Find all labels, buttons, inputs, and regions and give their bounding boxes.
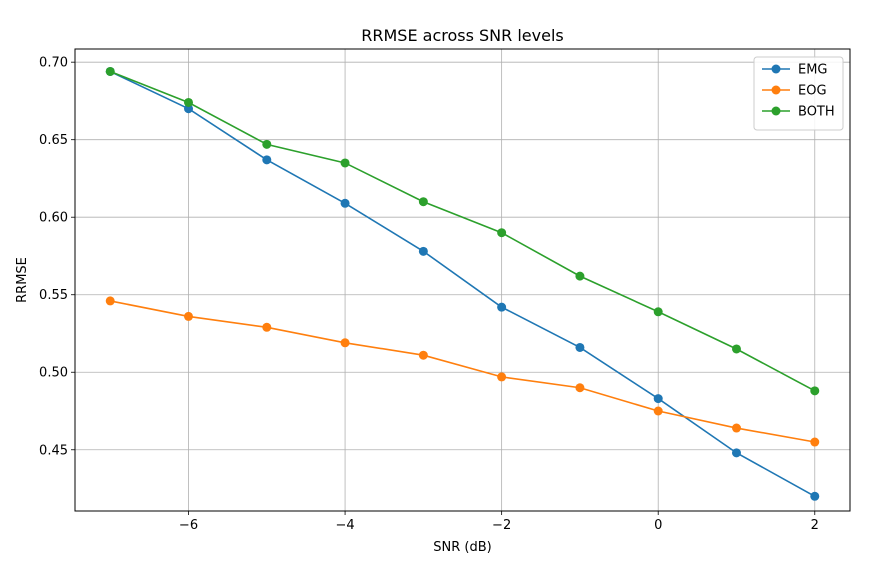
legend-label: BOTH bbox=[798, 105, 835, 120]
data-point-emg bbox=[731, 448, 741, 458]
x-axis-label: SNR (dB) bbox=[433, 540, 491, 555]
ticks: −6 −4 −2 0 2 0.45 0.50 0.55 0.60 0.65 0.70 bbox=[39, 56, 819, 533]
data-point-eog bbox=[575, 383, 585, 393]
data-point-eog bbox=[262, 322, 272, 332]
data-point-emg bbox=[184, 104, 194, 114]
plot-frame bbox=[74, 48, 851, 512]
data-point-both bbox=[575, 271, 585, 281]
grid bbox=[75, 49, 850, 511]
y-tick-label: 0.65 bbox=[39, 133, 68, 148]
data-point-both bbox=[810, 386, 820, 396]
y-tick-label: 0.60 bbox=[39, 211, 68, 226]
data-point-both bbox=[262, 139, 272, 149]
series-both bbox=[105, 66, 820, 396]
series-layer bbox=[105, 66, 820, 501]
series-line-eog bbox=[110, 300, 815, 443]
data-point-eog bbox=[340, 338, 350, 348]
data-point-emg bbox=[262, 155, 272, 165]
x-tick-label: −4 bbox=[335, 518, 354, 533]
data-point-eog bbox=[731, 423, 741, 433]
data-point-emg bbox=[575, 342, 585, 352]
x-tick-label: 0 bbox=[654, 518, 662, 533]
data-point-eog bbox=[653, 406, 663, 416]
series-line-both bbox=[109, 70, 816, 392]
series-emg bbox=[105, 66, 820, 501]
data-point-emg bbox=[340, 198, 350, 208]
data-point-both bbox=[653, 307, 663, 317]
data-point-eog bbox=[497, 372, 507, 382]
data-point-both bbox=[105, 66, 115, 76]
data-point-eog bbox=[184, 311, 194, 321]
legend-label: EMG bbox=[798, 63, 828, 78]
data-point-eog bbox=[418, 350, 428, 360]
legend-swatch-marker bbox=[771, 85, 781, 95]
y-axis-label: RRMSE bbox=[15, 257, 30, 303]
data-point-both bbox=[731, 344, 741, 354]
y-tick-label: 0.45 bbox=[39, 443, 68, 458]
data-point-emg bbox=[810, 491, 820, 501]
legend: EMG EOG BOTH bbox=[753, 56, 844, 131]
data-point-eog bbox=[810, 437, 820, 447]
data-point-both bbox=[340, 158, 350, 168]
chart-title: RRMSE across SNR levels bbox=[361, 26, 563, 45]
data-point-both bbox=[418, 197, 428, 207]
series-eog bbox=[105, 296, 820, 447]
x-tick-label: 2 bbox=[811, 518, 819, 533]
data-point-emg bbox=[497, 302, 507, 312]
series-line-emg bbox=[109, 70, 816, 497]
x-tick-label: −2 bbox=[492, 518, 511, 533]
data-point-both bbox=[184, 97, 194, 107]
y-tick-label: 0.50 bbox=[39, 366, 68, 381]
data-point-emg bbox=[418, 246, 428, 256]
data-point-eog bbox=[105, 296, 115, 306]
y-tick-label: 0.70 bbox=[39, 56, 68, 71]
y-tick-label: 0.55 bbox=[39, 288, 68, 303]
legend-swatch-marker bbox=[771, 106, 781, 116]
data-point-emg bbox=[653, 394, 663, 404]
legend-swatch-marker bbox=[771, 64, 781, 74]
data-point-both bbox=[497, 228, 507, 238]
x-tick-label: −6 bbox=[179, 518, 198, 533]
legend-label: EOG bbox=[798, 84, 827, 99]
